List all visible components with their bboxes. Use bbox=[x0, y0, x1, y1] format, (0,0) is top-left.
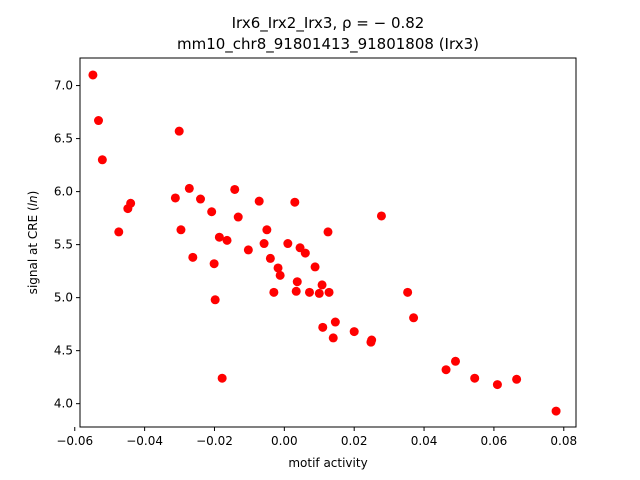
y-tick-label: 4.5 bbox=[54, 344, 73, 358]
data-point bbox=[176, 225, 186, 235]
y-axis-label-suffix: ) bbox=[26, 191, 40, 196]
y-tick-label: 4.0 bbox=[54, 397, 73, 411]
data-point bbox=[174, 126, 184, 136]
data-point bbox=[551, 406, 561, 416]
x-tick-label: −0.06 bbox=[56, 434, 93, 448]
x-axis-label: motif activity bbox=[288, 456, 367, 470]
data-points bbox=[88, 70, 561, 416]
data-point bbox=[300, 248, 310, 258]
y-axis-label-prefix: signal at CRE ( bbox=[26, 206, 40, 294]
data-point bbox=[492, 380, 502, 390]
data-point bbox=[233, 212, 243, 222]
data-point bbox=[441, 365, 451, 375]
data-point bbox=[88, 70, 98, 80]
data-point bbox=[209, 259, 219, 269]
data-point bbox=[317, 280, 327, 290]
chart-title-line1: Irx6_Irx2_Irx3, ρ = − 0.82 bbox=[232, 14, 425, 33]
data-point bbox=[188, 252, 198, 262]
data-point bbox=[269, 287, 279, 297]
data-point bbox=[330, 317, 340, 327]
data-point bbox=[275, 270, 285, 280]
data-point bbox=[262, 225, 272, 235]
data-point bbox=[367, 335, 377, 345]
data-point bbox=[273, 263, 283, 273]
data-point bbox=[403, 287, 413, 297]
y-tick-label: 5.5 bbox=[54, 238, 73, 252]
y-axis-label-italic: ln bbox=[26, 195, 40, 206]
data-point bbox=[349, 327, 359, 337]
data-point bbox=[304, 287, 314, 297]
data-point bbox=[376, 211, 386, 221]
y-tick-label: 6.0 bbox=[54, 185, 73, 199]
data-point bbox=[318, 322, 328, 332]
data-point bbox=[170, 193, 180, 203]
data-point bbox=[210, 295, 220, 305]
x-tick-label: 0.00 bbox=[271, 434, 298, 448]
data-point bbox=[184, 183, 194, 193]
chart-title-line2: mm10_chr8_91801413_91801808 (Irx3) bbox=[177, 35, 479, 54]
data-point bbox=[97, 155, 107, 165]
data-point bbox=[310, 262, 320, 272]
data-point bbox=[254, 196, 264, 206]
data-point bbox=[126, 198, 136, 208]
x-tick-label: −0.02 bbox=[196, 434, 233, 448]
data-point bbox=[292, 277, 302, 287]
y-axis-ticks: 4.0 4.5 5.0 5.5 6.0 6.5 7.0 bbox=[54, 79, 80, 411]
data-point bbox=[217, 373, 227, 383]
data-point bbox=[328, 333, 338, 343]
data-point bbox=[283, 239, 293, 249]
data-point bbox=[265, 253, 275, 263]
data-point bbox=[450, 356, 460, 366]
x-tick-label: 0.04 bbox=[411, 434, 438, 448]
x-tick-label: 0.06 bbox=[481, 434, 508, 448]
data-point bbox=[207, 207, 217, 217]
data-point bbox=[222, 235, 232, 245]
x-tick-label: 0.08 bbox=[550, 434, 577, 448]
data-point bbox=[323, 227, 333, 237]
data-point bbox=[196, 194, 206, 204]
data-point bbox=[243, 245, 253, 255]
data-point bbox=[259, 239, 269, 249]
data-point bbox=[230, 184, 240, 194]
data-point bbox=[314, 288, 324, 298]
y-tick-label: 6.5 bbox=[54, 132, 73, 146]
data-point bbox=[214, 232, 224, 242]
data-point bbox=[94, 116, 104, 126]
data-point bbox=[409, 313, 419, 323]
y-tick-label: 7.0 bbox=[54, 79, 73, 93]
x-axis-ticks: −0.06 −0.04 −0.02 0.00 0.02 0.04 0.06 0.08 bbox=[56, 427, 577, 448]
data-point bbox=[470, 373, 480, 383]
data-point bbox=[114, 227, 124, 237]
y-tick-label: 5.0 bbox=[54, 291, 73, 305]
x-tick-label: 0.02 bbox=[341, 434, 368, 448]
plot-frame bbox=[79, 57, 577, 428]
data-point bbox=[291, 286, 301, 296]
data-point bbox=[512, 374, 522, 384]
data-point bbox=[324, 287, 334, 297]
y-axis-label: signal at CRE (ln) bbox=[26, 191, 40, 295]
x-tick-label: −0.04 bbox=[126, 434, 163, 448]
data-point bbox=[290, 197, 300, 207]
